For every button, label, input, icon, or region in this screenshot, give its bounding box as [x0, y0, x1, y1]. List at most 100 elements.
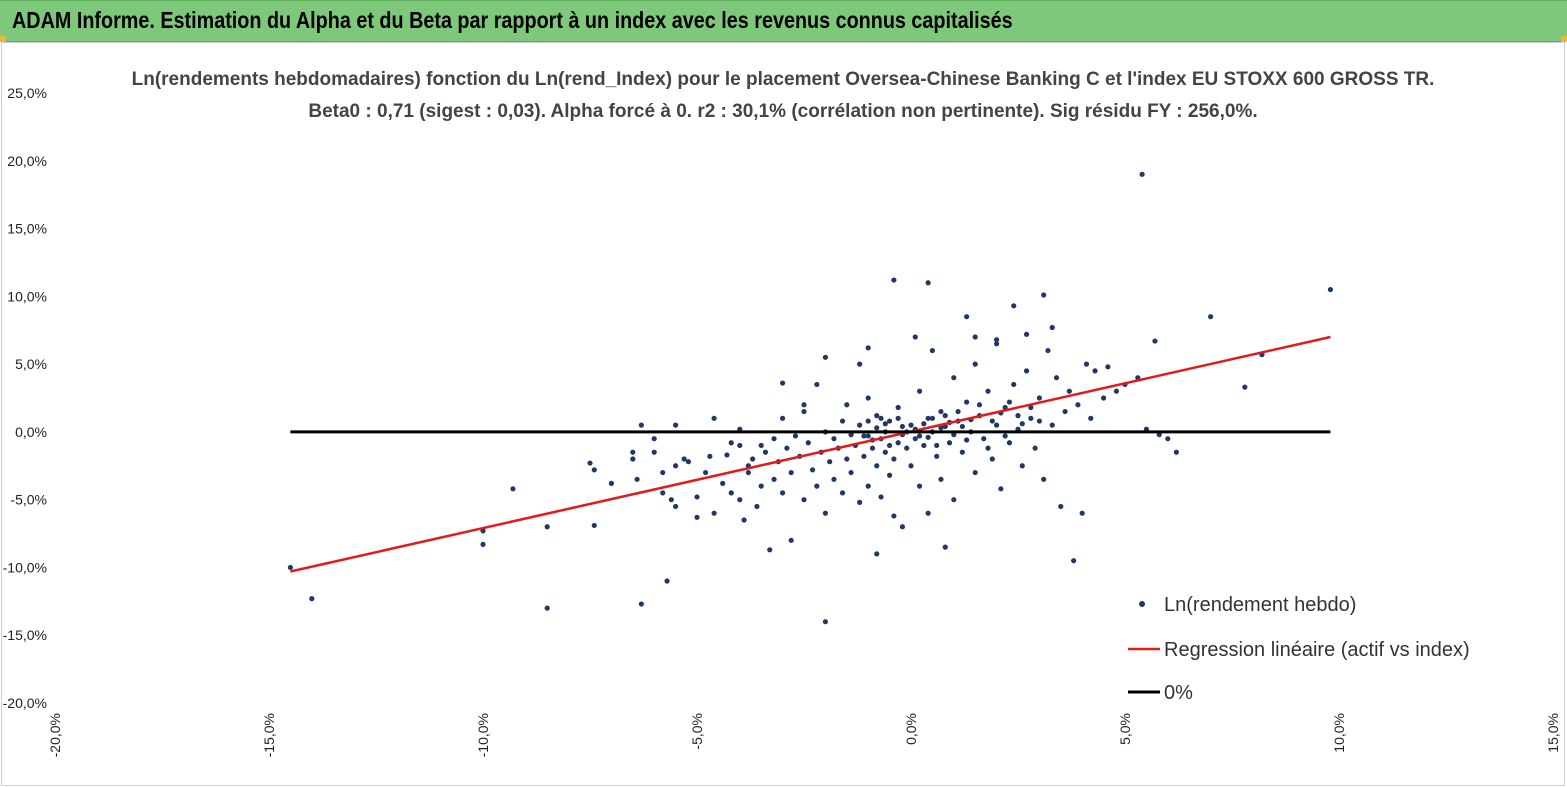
data-point: [724, 452, 730, 458]
x-tick-label: 10,0%: [1331, 713, 1347, 753]
data-point: [660, 469, 666, 476]
data-point: [831, 476, 837, 482]
data-point: [844, 456, 850, 462]
data-point: [711, 510, 717, 516]
data-point: [1011, 303, 1017, 309]
report-banner: ADAM Informe. Estimation du Alpha et du …: [0, 0, 1567, 42]
data-point: [857, 361, 863, 367]
data-point: [916, 483, 923, 489]
data-point: [510, 486, 516, 492]
data-point: [1041, 476, 1047, 482]
data-point: [882, 421, 888, 427]
data-point: [891, 513, 897, 519]
data-point: [964, 437, 970, 443]
x-tick-label: -20,0%: [47, 713, 63, 757]
data-point: [839, 490, 846, 496]
data-point: [964, 399, 970, 405]
data-point: [951, 497, 957, 503]
data-point: [985, 388, 991, 394]
data-point: [938, 408, 944, 415]
series-lines: [290, 335, 1331, 573]
legend-item-zero: 0%: [1164, 682, 1193, 704]
data-point: [758, 483, 764, 489]
data-point: [720, 480, 726, 486]
data-point: [767, 547, 773, 553]
data-point: [711, 415, 717, 421]
data-point: [921, 442, 927, 449]
data-point: [994, 337, 1000, 343]
data-point: [1019, 463, 1025, 469]
data-point: [899, 423, 906, 430]
data-point: [972, 469, 978, 476]
data-point: [822, 510, 829, 516]
data-point: [827, 459, 833, 465]
data-point: [861, 453, 867, 459]
data-point: [959, 449, 965, 455]
data-point: [929, 347, 936, 354]
data-point: [1113, 388, 1120, 394]
data-point: [668, 497, 674, 503]
y-tick-label: 0,0%: [15, 424, 47, 440]
data-point: [673, 422, 679, 428]
data-point: [1015, 413, 1021, 419]
x-tick-label: -15,0%: [261, 713, 277, 757]
data-point: [1023, 368, 1030, 374]
y-tick-label: -5,0%: [10, 492, 47, 508]
y-axis: 25,0% 20,0% 15,0% 10,0% 5,0% 0,0% -5,0% -10,0% -…: [3, 85, 47, 711]
data-point: [878, 415, 884, 421]
data-point: [1028, 404, 1034, 411]
data-point: [788, 469, 794, 476]
data-point: [912, 436, 918, 442]
data-point: [887, 472, 893, 478]
chart-subtitle: Beta0 : 0,71 (sigest : 0,03). Alpha forc…: [308, 101, 1257, 122]
data-point: [745, 469, 751, 476]
data-point: [925, 434, 931, 440]
data-point: [651, 436, 657, 442]
data-point: [882, 449, 888, 455]
x-tick-label: -5,0%: [689, 713, 705, 750]
data-point: [702, 469, 709, 476]
data-point: [989, 456, 995, 462]
data-point: [994, 422, 1000, 428]
data-point: [942, 413, 948, 419]
data-point: [976, 402, 983, 408]
data-point: [591, 522, 597, 529]
data-point: [891, 277, 897, 283]
data-point: [1105, 364, 1111, 370]
data-point: [728, 440, 734, 446]
data-point: [865, 395, 871, 401]
data-point: [1002, 433, 1008, 439]
data-point: [929, 415, 936, 421]
data-point: [878, 494, 884, 500]
data-point: [934, 442, 940, 449]
y-tick-label: 10,0%: [7, 288, 47, 304]
data-point: [874, 425, 880, 431]
data-point: [874, 551, 880, 557]
data-point: [951, 375, 957, 381]
data-point: [814, 381, 820, 388]
data-point: [1041, 292, 1047, 298]
data-point: [981, 436, 987, 442]
y-tick-label: -20,0%: [3, 695, 47, 711]
data-point: [925, 415, 931, 421]
data-point: [771, 436, 777, 442]
legend-item-points: Ln(rendement hebdo): [1164, 594, 1356, 616]
data-point: [998, 486, 1004, 492]
data-point: [925, 510, 931, 516]
data-point: [780, 380, 786, 386]
data-point: [1049, 324, 1055, 331]
data-point: [694, 494, 700, 500]
data-point: [788, 537, 794, 543]
data-point: [1023, 331, 1030, 337]
data-point: [1062, 408, 1068, 415]
data-point: [634, 476, 640, 482]
data-point: [737, 497, 743, 503]
data-point: [989, 418, 995, 424]
x-tick-label: 5,0%: [1117, 713, 1133, 745]
data-point: [946, 440, 953, 446]
data-point: [861, 433, 867, 439]
data-point: [638, 601, 644, 607]
data-point: [664, 578, 670, 584]
data-point: [857, 499, 863, 505]
data-point: [638, 422, 644, 428]
